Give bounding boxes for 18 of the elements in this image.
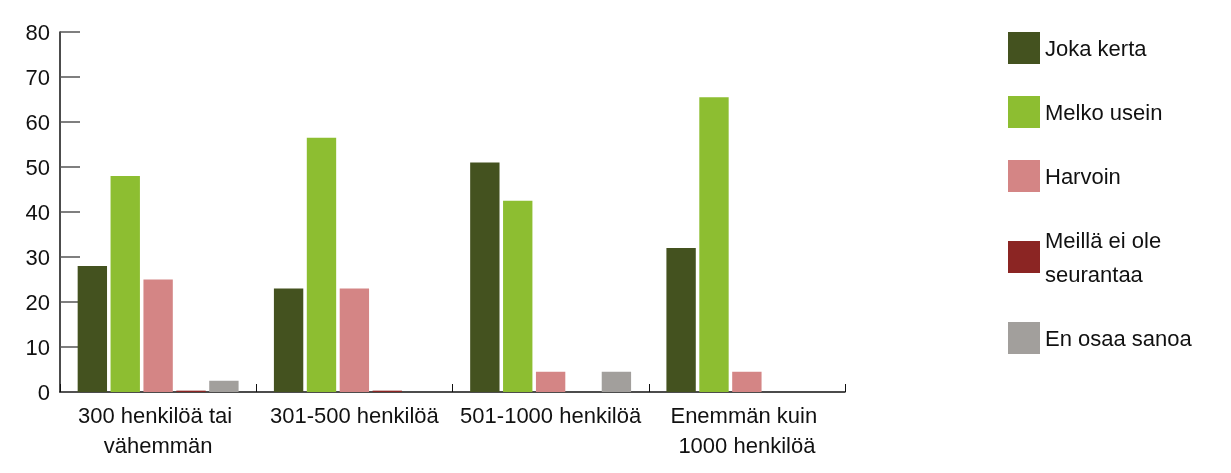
- y-tick-label: 50: [25, 154, 50, 180]
- x-tick-label: 501-1000 henkilöä: [460, 402, 642, 428]
- y-tick-label: 60: [25, 109, 50, 135]
- legend-label: Joka kerta: [1045, 35, 1148, 61]
- y-tick-label: 70: [25, 64, 50, 90]
- y-tick-label: 20: [25, 289, 50, 315]
- x-tick-label: 300 henkilöä tai vähemmän: [78, 402, 239, 458]
- y-tick-label: 40: [25, 199, 50, 225]
- legend-label: Harvoin: [1045, 163, 1121, 189]
- legend-label: Melko usein: [1045, 99, 1163, 125]
- x-tick-label: 301-500 henkilöä: [269, 402, 440, 428]
- y-tick-label: 80: [25, 19, 50, 45]
- legend-label: En osaa sanoa: [1045, 325, 1193, 351]
- legend-label: Meillä ei ole seurantaa: [1045, 227, 1168, 287]
- y-tick-label: 10: [25, 334, 50, 360]
- x-tick-label: Enemmän kuin 1000 henkilöä: [670, 402, 824, 458]
- y-tick-label: 0: [37, 379, 50, 405]
- y-tick-label: 30: [25, 244, 50, 270]
